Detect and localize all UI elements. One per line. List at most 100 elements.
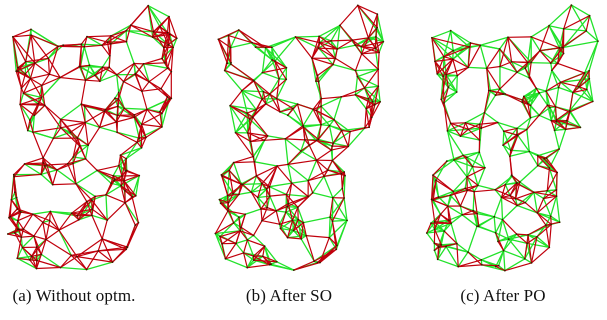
- mesh-edge-red: [443, 86, 449, 104]
- mesh-edge-red: [457, 259, 482, 268]
- mesh-edge-red: [550, 46, 564, 64]
- mesh-edge-green: [363, 85, 379, 89]
- mesh-edge-red: [101, 66, 118, 76]
- mesh-edge-red: [123, 107, 135, 118]
- mesh-edge-red: [130, 24, 155, 33]
- mesh-edge-red: [265, 165, 278, 190]
- mesh-vertex: [529, 116, 532, 119]
- mesh-edge-green: [147, 5, 169, 34]
- mesh-vertex: [147, 4, 150, 7]
- mesh-vertex: [549, 106, 551, 109]
- mesh-edge-green: [84, 121, 101, 128]
- mesh-edge-red: [164, 44, 170, 64]
- mesh-edge-green: [450, 30, 470, 48]
- mesh-vertex: [568, 109, 571, 112]
- mesh-edge-green: [434, 219, 450, 231]
- mesh-vertex: [480, 264, 483, 266]
- mesh-edge-red: [16, 236, 22, 259]
- mesh-vertex: [117, 164, 120, 167]
- mesh-edge-red: [539, 50, 552, 64]
- mesh-vertex: [232, 221, 235, 224]
- mesh-edge-green: [569, 88, 588, 112]
- mesh-vertex: [461, 213, 464, 216]
- mesh-edge-green: [124, 202, 140, 224]
- mesh-edge-red: [12, 36, 19, 72]
- mesh-vertex: [376, 26, 378, 29]
- mesh-edge-green: [466, 151, 480, 158]
- mesh-vertex: [285, 78, 288, 81]
- mesh-vertex: [499, 65, 501, 68]
- mesh-edge-red: [462, 154, 474, 168]
- mesh-edge-red: [17, 66, 31, 80]
- mesh-edge-green: [271, 46, 276, 62]
- mesh-edge-red: [261, 165, 278, 185]
- mesh-edge-red: [227, 193, 234, 204]
- mesh-edge-red: [40, 165, 46, 175]
- mesh-vertex: [378, 51, 380, 54]
- mesh-edge-green: [238, 213, 246, 218]
- mesh-vertex: [7, 233, 9, 235]
- mesh-edge-red: [464, 122, 482, 129]
- mesh-vertex: [29, 119, 31, 121]
- mesh-edge-red: [269, 93, 278, 100]
- mesh-edge-red: [585, 15, 591, 32]
- mesh-edge-red: [434, 213, 442, 223]
- mesh-edge-green: [294, 35, 320, 38]
- mesh-edge-red: [483, 89, 490, 114]
- mesh-vertex: [443, 102, 445, 104]
- mesh-vertex: [112, 174, 115, 177]
- mesh-edge-red: [235, 132, 252, 143]
- mesh-edge-green: [285, 211, 299, 221]
- mesh-vertex: [227, 201, 230, 204]
- mesh-edge-red: [21, 246, 33, 257]
- mesh-vertex: [494, 188, 497, 191]
- mesh-vertex: [263, 139, 266, 142]
- mesh-vertex: [129, 24, 132, 27]
- mesh-edge-red: [45, 238, 72, 256]
- mesh-edge-red: [19, 96, 43, 106]
- mesh-edge-red: [497, 240, 505, 252]
- mesh-edge-red: [80, 79, 87, 105]
- mesh-vertex: [104, 108, 107, 111]
- mesh-vertex: [340, 172, 343, 175]
- mesh-vertex: [489, 89, 492, 92]
- mesh-edge-red: [317, 124, 322, 140]
- mesh-vertex: [469, 42, 472, 44]
- mesh-edge-green: [478, 216, 495, 227]
- mesh-vertex: [528, 76, 531, 79]
- mesh-edge-green: [437, 196, 449, 207]
- mesh-vertex: [435, 179, 437, 182]
- mesh-edge-red: [221, 230, 241, 245]
- mesh-edge-red: [24, 157, 44, 165]
- mesh-vertex: [229, 104, 231, 107]
- mesh-vertex: [315, 139, 318, 142]
- mesh-vertex: [168, 98, 171, 100]
- mesh-vertex: [23, 163, 26, 165]
- mesh-vertex: [502, 144, 504, 147]
- mesh-edge-red: [119, 141, 138, 156]
- mesh-edge-red: [489, 90, 504, 95]
- mesh-edge-green: [317, 47, 334, 66]
- mesh-vertex: [480, 127, 483, 130]
- mesh-vertex: [467, 251, 469, 254]
- mesh-vertex: [330, 149, 333, 152]
- mesh-vertex: [105, 193, 107, 196]
- mesh-edge-red: [159, 26, 169, 34]
- mesh-vertex: [360, 52, 363, 55]
- mesh-edge-red: [481, 264, 500, 267]
- mesh-edge-green: [431, 30, 452, 39]
- mesh-edge-red: [533, 191, 558, 197]
- mesh-edge-red: [124, 202, 136, 226]
- mesh-vertex: [466, 156, 468, 159]
- mesh-edge-green: [59, 266, 88, 271]
- mesh-vertex: [148, 80, 151, 83]
- mesh-edge-red: [101, 219, 108, 240]
- mesh-vertex: [116, 131, 118, 134]
- mesh-vertex: [440, 98, 443, 101]
- mesh-edge-red: [279, 107, 294, 113]
- mesh-edge-red: [515, 233, 529, 236]
- mesh-vertex: [13, 175, 16, 178]
- mesh-edge-green: [291, 218, 299, 221]
- mesh-edge-red: [533, 190, 548, 193]
- mesh-edge-red: [500, 195, 511, 198]
